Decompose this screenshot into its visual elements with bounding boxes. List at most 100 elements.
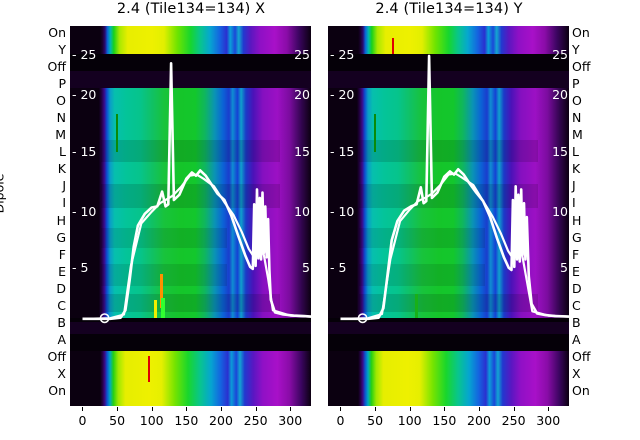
- band-gap-5: [328, 334, 569, 351]
- x-tick-label: 150: [174, 413, 199, 428]
- x-tick-label: 100: [397, 413, 422, 428]
- marker-green: [374, 114, 376, 152]
- x-tick-label: 250: [243, 413, 268, 428]
- category-tick-label: I: [62, 195, 66, 211]
- category-tick-label: B: [572, 314, 581, 330]
- category-tick-label: N: [56, 110, 66, 126]
- band-gap-1: [70, 54, 311, 71]
- inner-tick-right: 25: [294, 47, 310, 62]
- category-tick-label: F: [58, 246, 66, 262]
- category-tick-label: M: [55, 127, 66, 143]
- category-tick-label: On: [572, 25, 590, 40]
- marker-green: [116, 114, 118, 152]
- x-tick-mark: [340, 407, 342, 411]
- inner-tick-left: - 25: [330, 47, 355, 62]
- inner-tick-left: - 20: [330, 87, 355, 102]
- inner-tick-left: - 25: [72, 47, 97, 62]
- inner-tick-right: 25: [552, 47, 568, 62]
- category-tick-label: Off: [572, 348, 591, 364]
- category-tick-label: N: [572, 110, 582, 126]
- band-gap-4: [328, 322, 569, 334]
- category-tick-label: Off: [47, 59, 66, 75]
- inner-tick-right: 10: [294, 204, 310, 219]
- x-tick-mark: [478, 407, 480, 411]
- row-shade: [101, 184, 280, 208]
- x-tick-mark: [220, 407, 222, 411]
- band-gap-4: [70, 322, 311, 334]
- y-axis-label: Dipole: [0, 173, 7, 214]
- x-tick-mark: [444, 407, 446, 411]
- spectrum-band-top: [70, 26, 311, 54]
- x-tick-label: 250: [501, 413, 526, 428]
- row-shade: [359, 294, 538, 312]
- inner-tick-left: - 20: [72, 87, 97, 102]
- category-tick-label: L: [59, 144, 66, 160]
- category-tick-label: G: [56, 229, 66, 245]
- x-tick-label: 0: [336, 413, 345, 428]
- x-tick-label: 300: [278, 413, 303, 428]
- heatmap-panel-left[interactable]: - 25 - 20 - 15 - 10 - 5 25 20 15 10 5: [70, 26, 311, 406]
- category-tick-label: P: [572, 76, 580, 92]
- band-gap-2: [70, 71, 311, 88]
- inner-tick-right: 15: [294, 144, 310, 159]
- category-tick-label: H: [572, 212, 582, 228]
- category-tick-label: O: [56, 93, 66, 109]
- inner-tick-right: 10: [552, 204, 568, 219]
- inner-tick-right: 15: [552, 144, 568, 159]
- row-shade: [101, 264, 227, 286]
- marker-red: [392, 38, 394, 60]
- category-tick-label: I: [572, 195, 576, 211]
- category-tick-label: G: [572, 229, 582, 245]
- inner-tick-right: 20: [294, 87, 310, 102]
- x-tick-mark: [409, 407, 411, 411]
- category-tick-label: P: [58, 76, 66, 92]
- x-tick-label: 200: [467, 413, 491, 428]
- inner-tick-right: 5: [302, 260, 310, 275]
- category-tick-label: A: [572, 331, 581, 347]
- inner-tick-left: - 5: [72, 260, 89, 275]
- x-tick-label: 150: [432, 413, 457, 428]
- category-tick-label: On: [572, 383, 590, 398]
- category-tick-label: K: [572, 161, 581, 177]
- x-tick-mark: [513, 407, 515, 411]
- category-tick-label: C: [57, 297, 66, 313]
- category-tick-label: C: [572, 297, 581, 313]
- inner-tick-left: - 15: [72, 144, 97, 159]
- row-shade: [101, 140, 280, 162]
- category-tick-label: On: [48, 25, 66, 40]
- x-tick-label: 200: [209, 413, 233, 428]
- category-tick-label: J: [62, 178, 66, 194]
- category-tick-label: B: [57, 314, 66, 330]
- category-tick-label: X: [57, 365, 66, 381]
- x-tick-mark: [117, 407, 119, 411]
- category-tick-label: E: [58, 263, 66, 279]
- inner-tick-left: - 5: [330, 260, 347, 275]
- category-tick-label: O: [572, 93, 582, 109]
- category-tick-label: F: [572, 246, 580, 262]
- x-tick-label: 0: [78, 413, 87, 428]
- row-shade: [359, 184, 538, 208]
- x-tick-mark: [151, 407, 153, 411]
- band-gap-2: [328, 71, 569, 88]
- row-shade: [359, 140, 538, 162]
- category-tick-label: A: [57, 331, 66, 347]
- category-tick-label: H: [56, 212, 66, 228]
- panel-title-left: 2.4 (Tile134=134) X: [116, 1, 266, 17]
- x-tick-mark: [290, 407, 292, 411]
- category-tick-label: L: [572, 144, 579, 160]
- band-gap-1: [328, 54, 569, 71]
- spectrum-band-top: [328, 26, 569, 60]
- inner-tick-left: - 15: [330, 144, 355, 159]
- x-tick-mark: [82, 407, 84, 411]
- marker-red: [148, 356, 150, 382]
- category-tick-label: Y: [572, 42, 580, 58]
- heatmap-panel-right[interactable]: - 25 - 20 - 15 - 10 - 5 25 20 15 10 5: [328, 26, 569, 406]
- x-tick-label: 50: [109, 413, 126, 428]
- category-tick-label: Off: [572, 59, 591, 75]
- inner-tick-right: 5: [560, 260, 568, 275]
- category-tick-label: D: [56, 280, 66, 296]
- x-tick-mark: [548, 407, 550, 411]
- inner-tick-left: - 10: [330, 204, 355, 219]
- category-tick-label: M: [572, 127, 583, 143]
